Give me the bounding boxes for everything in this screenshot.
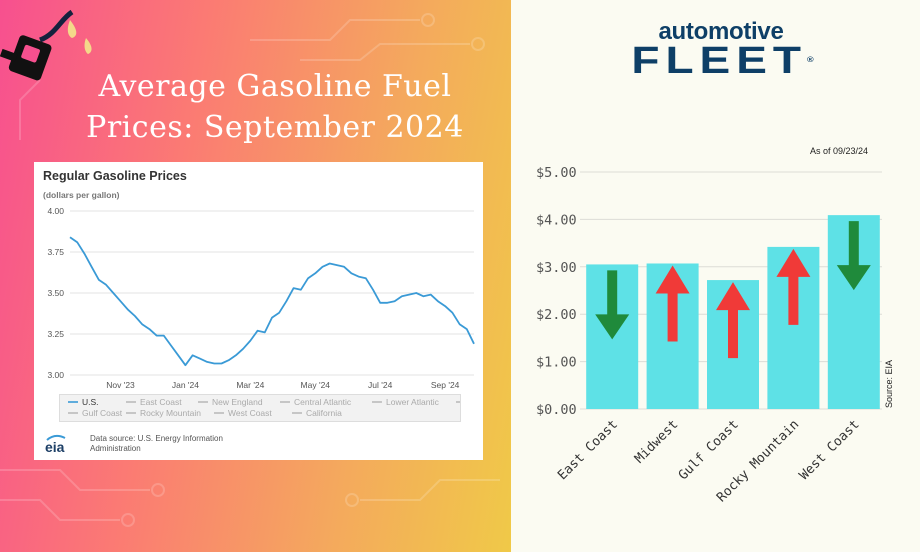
legend-item[interactable]: West Coast: [228, 408, 272, 418]
eia-chart-title: Regular Gasoline Prices: [43, 169, 187, 183]
headline: Average Gasoline Fuel Prices: September …: [40, 66, 510, 148]
eia-chart-units: (dollars per gallon): [43, 190, 120, 200]
x-tick-label: Sep '24: [431, 380, 460, 390]
circuit-decoration: [0, 0, 511, 552]
legend-item[interactable]: New England: [212, 397, 263, 407]
brand-wordmark-top: automotive: [658, 18, 784, 45]
legend-item[interactable]: Lower Atlantic: [386, 397, 440, 407]
legend-item[interactable]: U.S.: [82, 397, 99, 407]
eia-legend: U.S. East Coast New England Central Atlanti…: [59, 394, 502, 422]
legend-item[interactable]: East Coast: [140, 397, 182, 407]
y-tick-label: 4.00: [47, 206, 64, 216]
brand-registered-mark: ®: [807, 55, 814, 64]
eia-source: Data source: U.S. Energy Information Adm…: [90, 434, 223, 453]
x-tick-label: Jul '24: [368, 380, 393, 390]
right-panel: [511, 0, 920, 552]
y-tick-label: 3.00: [47, 370, 64, 380]
fuel-nozzle-icon: [0, 9, 92, 81]
x-tick-label: Nov '23: [106, 380, 135, 390]
brand-fleet-text: FLEET: [631, 38, 808, 81]
legend-item[interactable]: Gulf Coast: [82, 408, 123, 418]
x-tick-label: Jan '24: [172, 380, 199, 390]
eia-line-chart: 3.00 3.25 3.50 3.75 4.00 Nov '23 Jan '24 Mar '2…: [47, 206, 475, 390]
x-tick-label: Mar '24: [236, 380, 264, 390]
headline-line-2: Prices: September 2024: [86, 110, 464, 145]
y-tick-label: 3.50: [47, 288, 64, 298]
brand-wordmark-main: FLEET®: [580, 40, 865, 79]
headline-line-1: Average Gasoline Fuel: [98, 69, 452, 104]
bar-chart-source: Source: EIA: [884, 359, 894, 408]
eia-chart-card: Regular Gasoline Prices (dollars per gal…: [34, 162, 502, 460]
y-tick-label: 3.25: [47, 329, 64, 339]
eia-logo-text: eia: [45, 439, 65, 455]
legend-item[interactable]: California: [306, 408, 342, 418]
as-of-date: As of 09/23/24: [810, 146, 869, 156]
left-panel: Average Gasoline Fuel Prices: September …: [0, 0, 511, 552]
x-tick-label: May '24: [301, 380, 331, 390]
y-tick-label: 3.75: [47, 247, 64, 257]
eia-logo: eia: [45, 434, 66, 455]
legend-item[interactable]: Rocky Mountain: [140, 408, 201, 418]
series-line-us: [69, 236, 475, 367]
legend-item[interactable]: Central Atlantic: [294, 397, 352, 407]
